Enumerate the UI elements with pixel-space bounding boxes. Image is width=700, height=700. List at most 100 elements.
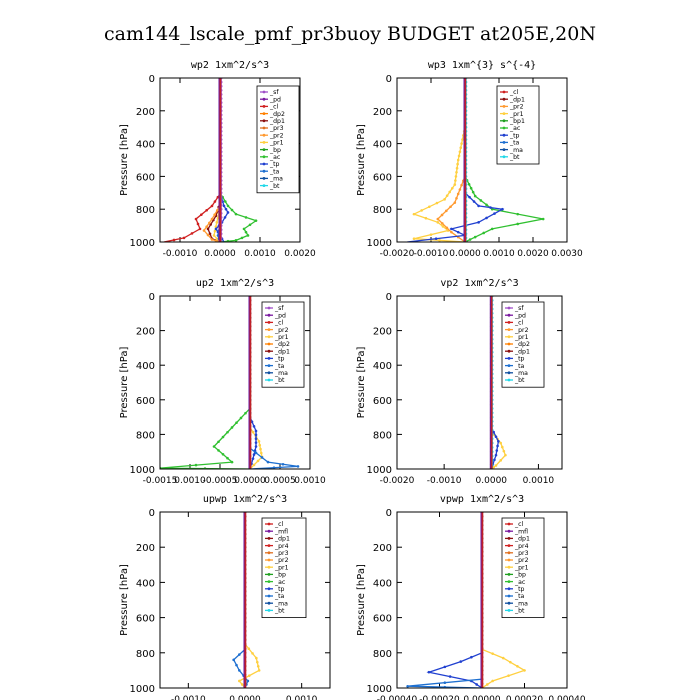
series-marker [251,457,255,460]
legend-swatch-marker [267,558,271,562]
y-tick-label: 200 [373,327,392,338]
series-marker [504,453,507,457]
series-marker [235,663,238,667]
series-marker [448,190,452,194]
series-marker [492,465,495,469]
legend-entry: _ma [269,176,283,183]
y-tick-label: 400 [136,361,155,372]
legend-swatch-marker [502,119,506,123]
series-marker [428,205,431,209]
y-tick-label: 1000 [367,684,392,695]
x-tick-label: 0.0010 [294,476,326,486]
series-marker [212,234,216,237]
legend-swatch-marker [507,306,511,310]
series-marker [459,660,463,663]
series-marker [252,425,256,428]
series-marker [454,175,458,178]
chart-panel-2: wp3 1xm^{3} s^{-4} Pressure [hPa] 0 200 400 6… [356,60,583,259]
legend-entry: _pr3 [269,125,284,132]
legend-swatch-marker [267,357,271,360]
series-marker [443,665,447,669]
panel-title: wp3 1xm^{3} s^{-4} [428,60,536,71]
series-marker [247,674,251,677]
series-marker [482,231,486,235]
series-marker [230,460,234,464]
series-marker [194,217,198,221]
series-marker [507,674,510,677]
legend-entry: _cl [269,104,278,111]
plot-frame [396,511,568,689]
y-tick-label: 400 [373,361,392,372]
series-marker [234,212,238,216]
series-marker [234,239,238,242]
legend-swatch-marker [262,97,266,101]
series-marker [252,453,256,456]
series-marker [172,238,176,242]
series-marker [198,227,202,231]
series-marker [500,445,504,449]
series-marker [210,238,214,241]
series-marker [472,200,476,203]
series-marker [443,681,447,685]
chart-panel-1: wp2 1xm^2/s^3 Pressure [hPa] 0 200 400 600 800… [119,60,316,259]
series-marker [223,216,227,219]
legend-entry: _ma [509,147,523,154]
chart-panel-6: vpwp 1xm^2/s^3 Pressure [hPa] 0 200 400 600 80… [356,494,586,700]
y-tick-label: 0 [386,508,392,519]
series-marker [194,463,198,467]
legend-swatch-marker [267,565,271,569]
plot-frame [159,295,311,470]
y-tick-label: 400 [373,140,392,151]
series-marker [252,463,256,467]
y-axis-label: Pressure [hPa] [356,347,367,419]
series-group [489,296,507,469]
legend-entry: _ma [514,370,528,377]
series-marker [435,201,439,205]
legend-swatch-marker [267,580,271,583]
series-marker [238,679,241,683]
series-marker [427,670,431,674]
legend-swatch-marker [502,126,506,130]
legend-swatch-marker [262,119,266,123]
series-marker [467,182,471,186]
x-tick-label: 0.0030 [551,249,583,259]
series-marker [208,232,212,236]
series-marker [214,225,218,228]
legend-entry: _pr2 [269,132,284,139]
series-group [163,78,258,242]
series-marker [490,207,494,211]
legend-swatch-marker [507,544,511,547]
y-tick-label: 1000 [367,238,392,249]
legend-swatch-marker [502,155,506,159]
legend-swatch-marker [267,321,271,324]
series-marker [499,459,503,462]
series-marker [222,204,226,208]
legend-swatch-marker [502,141,506,144]
y-tick-label: 200 [136,327,155,338]
legend-swatch-marker [507,328,511,331]
y-tick-label: 0 [386,74,392,85]
series-marker [255,656,258,660]
legend-entry: _dp2 [274,341,290,348]
legend-swatch-marker [507,357,511,360]
y-tick-label: 0 [149,508,155,519]
series-marker [257,669,261,672]
series-marker [441,222,444,225]
legend-entry: _cl [274,521,283,528]
x-tick-label: 0.0000 [449,249,481,259]
legend-swatch-marker [502,90,506,94]
legend-entry: _pr3 [514,550,529,557]
y-tick-label: 0 [149,292,155,303]
series-group [407,78,545,242]
x-tick-label: -0.0015 [143,476,178,486]
y-tick-label: 600 [136,614,155,625]
legend-entry: _pr2 [514,327,529,334]
series-marker [205,225,208,228]
x-tick-label: -0.0020 [380,249,415,259]
series-marker [461,138,464,141]
legend-entry: _sf [269,89,279,96]
series-marker [424,216,428,220]
series-marker [477,204,480,208]
legend-entry: _bp1 [509,118,525,125]
series-marker [490,227,494,231]
